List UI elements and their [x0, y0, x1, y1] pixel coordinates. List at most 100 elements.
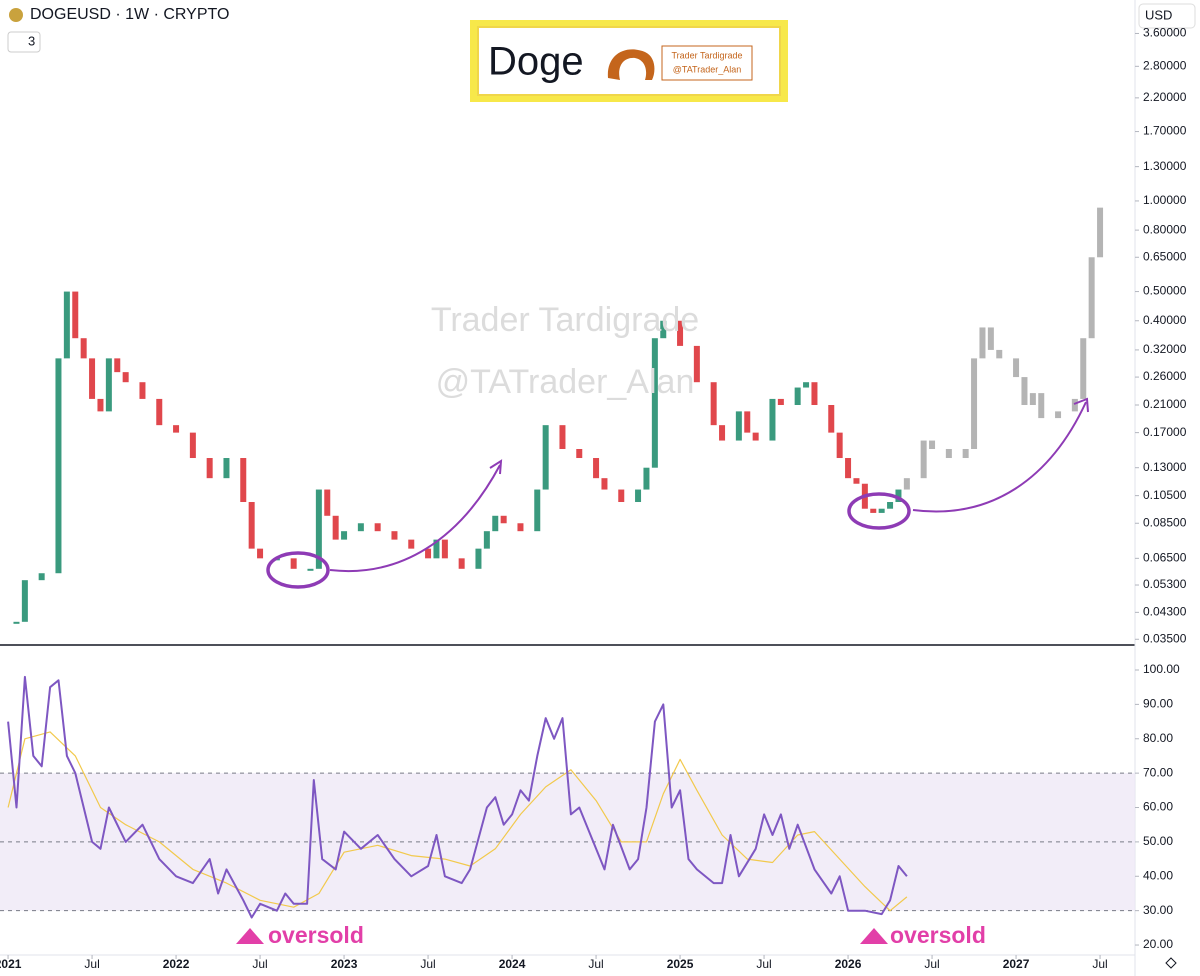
candle [425, 548, 432, 559]
candle [651, 338, 658, 468]
currency: USD [1145, 7, 1172, 22]
x-tick-label: 2022 [163, 957, 190, 971]
y-tick-label: 0.03500 [1143, 631, 1187, 645]
arrow [329, 464, 501, 572]
candle [441, 539, 448, 559]
candle [794, 387, 801, 406]
watermark: Trader Tardigrade [431, 301, 699, 339]
candle [903, 478, 910, 490]
candle [257, 548, 264, 559]
candle [1029, 393, 1036, 406]
candle [55, 358, 62, 574]
y-tick-label: 40.00 [1143, 868, 1173, 882]
candle [332, 515, 339, 540]
candle [357, 523, 364, 532]
y-tick-label: 0.40000 [1143, 313, 1187, 327]
x-tick-label: 2024 [499, 957, 526, 971]
candle [341, 531, 348, 540]
candle [719, 425, 726, 441]
candle [735, 411, 742, 441]
candle [887, 502, 894, 509]
candle [962, 448, 969, 459]
highlight-circle [266, 551, 330, 589]
x-tick-label: Jul [420, 957, 435, 971]
banner-title: Doge [488, 40, 584, 84]
candle [979, 327, 986, 359]
y-tick-label: 50.00 [1143, 834, 1173, 848]
candle [105, 358, 112, 412]
settings-icon[interactable] [1165, 957, 1177, 969]
candle [500, 515, 507, 524]
banner-author: Trader Tardigrade [671, 50, 742, 60]
oversold-marker [860, 928, 888, 944]
x-tick-label: Jul [84, 957, 99, 971]
x-tick-label: 2021 [0, 957, 22, 971]
candle [593, 458, 600, 479]
candle [635, 489, 642, 503]
rsi-line [7, 675, 908, 919]
candle [811, 382, 818, 406]
candle [63, 291, 70, 359]
candle [542, 425, 549, 490]
y-tick-label: 0.04300 [1143, 605, 1187, 619]
candle [1071, 398, 1078, 412]
y-tick-label: 0.17000 [1143, 425, 1187, 439]
highlight-circle [847, 492, 911, 530]
marks-layer [7, 207, 1104, 919]
indicator-count: 3 [28, 33, 35, 48]
x-tick-label: Jul [756, 957, 771, 971]
logo [607, 49, 655, 80]
y-tick-label: 2.80000 [1143, 58, 1187, 72]
candle [483, 531, 490, 549]
candle [517, 523, 524, 532]
candle [189, 432, 196, 459]
candle [408, 539, 415, 549]
y-tick-label: 1.70000 [1143, 124, 1187, 138]
candle [324, 489, 331, 516]
rsi-ma-line [7, 731, 908, 912]
x-tick-label: 2026 [835, 957, 862, 971]
candle [374, 523, 381, 532]
candle [72, 291, 79, 339]
candle [492, 515, 499, 532]
candle [248, 502, 255, 549]
y-tick-label: 0.10500 [1143, 488, 1187, 502]
watermark: @TATrader_Alan [436, 363, 695, 401]
candle [433, 539, 440, 559]
under-layer [0, 32, 1139, 959]
x-tick-label: Jul [588, 957, 603, 971]
y-tick-label: 2.20000 [1143, 90, 1187, 104]
banner-handle: @TATrader_Alan [673, 64, 742, 74]
candle [122, 372, 129, 383]
indicator-toggle[interactable] [7, 31, 41, 53]
y-tick-label: 0.06500 [1143, 551, 1187, 565]
candle [752, 432, 759, 441]
candle [878, 508, 885, 513]
banner-box [661, 45, 753, 81]
y-tick-label: 70.00 [1143, 765, 1173, 779]
candle [777, 398, 784, 406]
y-tick-label: 0.65000 [1143, 249, 1187, 263]
x-tick-label: Jul [252, 957, 267, 971]
candle [1097, 207, 1104, 258]
candle [1088, 257, 1095, 339]
candle [1021, 377, 1028, 406]
annotation: oversold [890, 922, 986, 948]
candle [710, 382, 717, 426]
arrow-head [1073, 397, 1089, 413]
y-tick-label: 0.26000 [1143, 369, 1187, 383]
candle [139, 382, 146, 399]
y-tick-label: 30.00 [1143, 903, 1173, 917]
symbol-title: DOGEUSD · 1W · CRYPTO [30, 6, 229, 23]
candle [693, 345, 700, 383]
candle [1038, 393, 1045, 419]
candle [1080, 338, 1087, 399]
y-tick-label: 80.00 [1143, 731, 1173, 745]
candle [576, 448, 583, 459]
candle [929, 440, 936, 449]
candle [677, 320, 684, 346]
currency-button[interactable] [1138, 3, 1196, 29]
candle [618, 489, 625, 503]
candle [315, 489, 322, 569]
